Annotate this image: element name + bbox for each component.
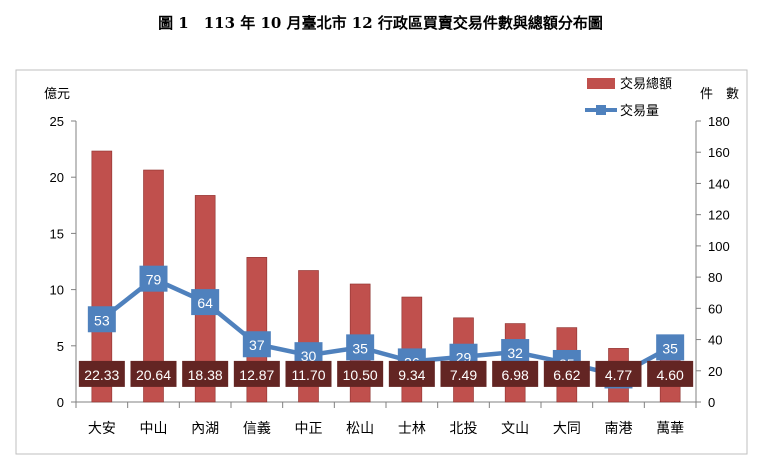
count-label: 79 (146, 272, 162, 288)
x-tick-label: 內湖 (191, 421, 219, 437)
count-label-box (242, 331, 271, 358)
amount-label: 4.60 (657, 367, 684, 383)
amount-label: 22.33 (84, 367, 119, 383)
x-tick-label: 大同 (553, 421, 581, 437)
count-label-box (191, 289, 220, 316)
amount-label-box (233, 360, 280, 387)
y-tick-right: 180 (708, 114, 730, 129)
amount-label-box (595, 360, 642, 387)
amount-label: 6.98 (502, 367, 529, 383)
amount-label-box (130, 360, 177, 387)
y-tick-left: 0 (57, 395, 64, 410)
amount-label: 18.38 (188, 367, 223, 383)
amount-label: 6.62 (553, 367, 580, 383)
y-tick-right: 80 (708, 270, 722, 285)
x-tick-label: 信義 (243, 420, 271, 437)
y-axis-right-title: 件 數 (700, 87, 739, 102)
amount-label: 20.64 (136, 367, 171, 383)
amount-label-box (337, 360, 384, 387)
count-label-box (501, 339, 530, 366)
x-tick-label: 萬華 (656, 421, 684, 437)
amount-label-box (440, 360, 487, 387)
y-tick-left: 5 (57, 339, 64, 354)
count-label-box (87, 306, 116, 333)
legend-line-marker (596, 105, 606, 115)
count-label: 32 (507, 345, 523, 361)
amount-label: 10.50 (343, 367, 378, 383)
legend-bar-label: 交易總額 (620, 76, 672, 92)
y-tick-right: 60 (708, 301, 722, 316)
axes: 0 5 10 15 20 25 0 20 40 60 80 100 120 140 160 180 大安 中山 內湖… (44, 86, 739, 437)
y-tick-right: 0 (708, 395, 715, 410)
x-tick-label: 南港 (605, 421, 633, 437)
count-label-box (346, 334, 375, 361)
amount-label-box (647, 360, 694, 387)
x-tick-label: 大安 (88, 421, 116, 437)
bar-transaction-amount (91, 150, 113, 403)
legend-bar-swatch (587, 78, 615, 89)
y-tick-right: 160 (708, 145, 730, 160)
amount-label: 9.34 (398, 367, 425, 383)
count-label: 64 (197, 295, 213, 311)
count-label-box (656, 334, 685, 361)
x-tick-label: 松山 (346, 421, 374, 437)
y-tick-left: 10 (50, 283, 64, 298)
y-tick-right: 20 (708, 364, 722, 379)
count-label: 30 (301, 348, 317, 364)
y-tick-right: 140 (708, 176, 730, 191)
count-label: 37 (249, 337, 265, 353)
x-tick-label: 北投 (450, 421, 478, 437)
amount-label: 11.70 (292, 367, 326, 383)
count-label: 35 (662, 340, 678, 356)
y-tick-left: 15 (50, 226, 64, 241)
amount-label-box (388, 360, 435, 387)
count-label: 53 (94, 312, 110, 328)
y-tick-right: 100 (708, 239, 730, 254)
amount-label-box (285, 360, 332, 387)
x-tick-label: 中正 (295, 421, 323, 437)
amount-label-box (492, 360, 539, 387)
chart-title: 圖 1 113 年 10 月臺北市 12 行政區買賣交易件數與總額分布圖 (158, 14, 603, 32)
y-axis-left-title: 億元 (44, 86, 70, 102)
y-tick-left: 20 (50, 170, 64, 185)
count-label: 35 (352, 340, 368, 356)
amount-label: 7.49 (450, 367, 477, 383)
x-tick-label: 中山 (140, 421, 168, 437)
amount-label-box (182, 360, 229, 387)
amount-label-box (78, 360, 125, 387)
y-tick-right: 120 (708, 208, 730, 223)
amount-label: 12.87 (239, 367, 274, 383)
y-tick-right: 40 (708, 333, 722, 348)
x-tick-label: 士林 (398, 421, 426, 437)
count-label-box (139, 265, 168, 292)
y-tick-left: 25 (50, 114, 64, 129)
x-tick-label: 文山 (501, 421, 529, 437)
data-labels: 53796437303526293225173522.3320.6418.381… (78, 265, 694, 389)
amount-label-box (543, 360, 590, 387)
amount-label: 4.77 (605, 367, 632, 383)
legend-line-label: 交易量 (620, 103, 659, 119)
chart-frame (15, 69, 748, 455)
